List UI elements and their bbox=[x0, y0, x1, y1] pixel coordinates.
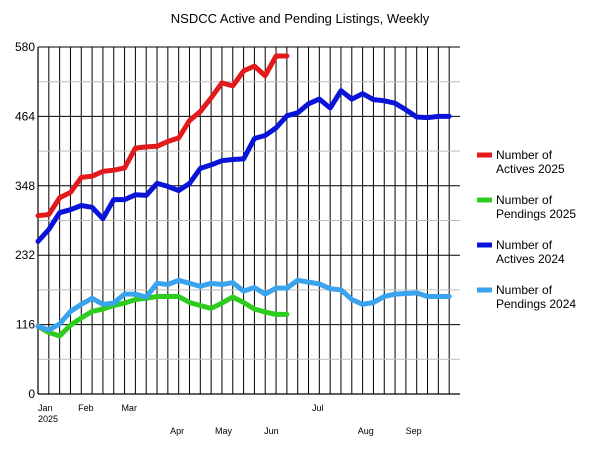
x-tick-label: Mar bbox=[121, 403, 137, 413]
y-tick-label: 0 bbox=[28, 387, 35, 401]
x-tick-label: May bbox=[215, 426, 233, 436]
x-tick-label: Jul bbox=[312, 403, 324, 413]
y-tick-label: 116 bbox=[16, 318, 35, 332]
x-tick-label: Jun bbox=[264, 426, 279, 436]
legend-label: Number of bbox=[496, 193, 553, 207]
series-line bbox=[35, 294, 290, 339]
legend-label: Actives 2025 bbox=[496, 162, 565, 176]
y-tick-label: 348 bbox=[15, 179, 35, 193]
legend-label: Number of bbox=[496, 283, 553, 297]
grid bbox=[38, 46, 460, 395]
y-tick-label: 232 bbox=[15, 248, 35, 262]
y-tick-label: 464 bbox=[15, 109, 35, 123]
x-tick-label: Feb bbox=[78, 403, 94, 413]
legend-label: Number of bbox=[496, 238, 553, 252]
legend-label: Actives 2024 bbox=[496, 252, 565, 266]
legend-label: Pendings 2025 bbox=[496, 207, 576, 221]
x-tick-label: Jan bbox=[38, 403, 53, 413]
legend-label: Pendings 2024 bbox=[496, 297, 576, 311]
x-tick-label: Aug bbox=[358, 426, 374, 436]
axes: 0 116 232 348 464 580 Jan Feb Mar Apr May Jun Jul Aug… bbox=[15, 40, 460, 436]
x-tick-label: Sep bbox=[406, 426, 422, 436]
legend-label: Number of bbox=[496, 148, 553, 162]
y-tick-label: 580 bbox=[15, 40, 35, 54]
series-line bbox=[35, 53, 290, 219]
series-lines bbox=[35, 53, 452, 339]
chart-title: NSDCC Active and Pending Listings, Weekl… bbox=[171, 11, 430, 26]
x-year-label: 2025 bbox=[38, 414, 58, 424]
x-tick-label: Apr bbox=[170, 426, 184, 436]
series-line bbox=[35, 88, 452, 244]
series-line bbox=[35, 277, 452, 333]
